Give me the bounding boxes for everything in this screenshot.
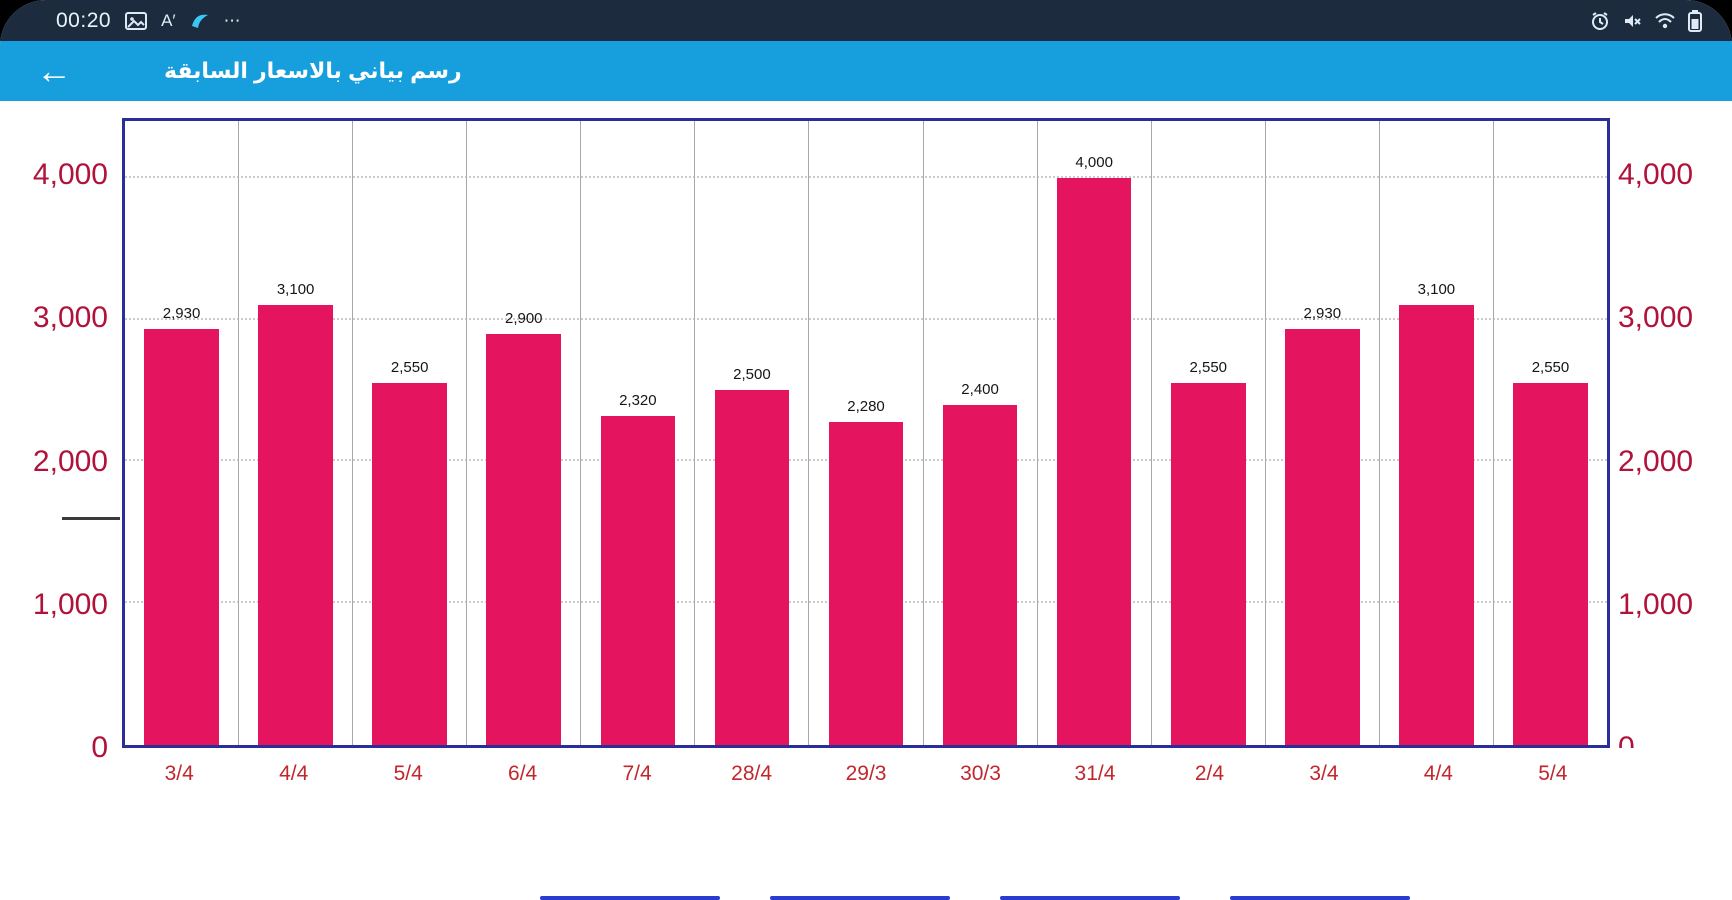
x-tick-label: 6/4 (508, 762, 538, 785)
x-tick-label: 7/4 (622, 762, 652, 785)
y-tick-right: 4,000 (1618, 158, 1694, 192)
y-tick-left: 1,000 (32, 587, 108, 621)
bar-value-label: 2,550 (1189, 359, 1228, 377)
bar-column: 2,500 (695, 121, 810, 745)
bottom-divider-row (0, 895, 1732, 900)
bar-column: 2,550 (1494, 121, 1607, 745)
bar-value-label: 2,400 (961, 380, 999, 398)
bar (828, 421, 904, 745)
bar (258, 305, 333, 745)
y-tick-left: 3,000 (32, 301, 108, 335)
bottom-divider-segment (1230, 896, 1410, 900)
bar-column: 2,320 (581, 121, 696, 745)
bar (372, 383, 447, 745)
bar (942, 404, 1018, 745)
y-tick-right: 0 (1618, 731, 1635, 748)
y-tick-left: 0 (91, 731, 108, 764)
axis-tick-artifact (62, 517, 120, 520)
chart-area: 0 1,000 2,000 3,000 4,000 0 1,000 2,000 3,000 4,… (0, 101, 1732, 900)
bar (486, 333, 562, 745)
bar-column: 2,280 (809, 121, 924, 745)
h-gridline (125, 317, 1607, 320)
y-axis-right: 0 1,000 2,000 3,000 4,000 (1616, 118, 1728, 748)
bar (1285, 329, 1360, 745)
bar-column: 2,550 (353, 121, 468, 745)
y-tick-right: 1,000 (1618, 587, 1694, 621)
y-tick-right: 2,000 (1618, 444, 1694, 478)
x-tick-label: 2/4 (1194, 762, 1225, 785)
mute-icon (1622, 11, 1642, 31)
bar-value-label: 2,280 (847, 397, 885, 415)
bar (1056, 177, 1132, 745)
bar (600, 415, 676, 745)
image-notification-icon (125, 11, 148, 30)
x-tick-label: 29/3 (845, 762, 887, 785)
bar (1513, 383, 1588, 745)
bar (714, 390, 790, 745)
bar-value-label: 4,000 (1075, 153, 1113, 171)
bar (1399, 305, 1474, 745)
bar-column: 4,000 (1038, 121, 1152, 745)
bar-value-label: 2,900 (504, 309, 543, 327)
bar-value-label: 2,500 (733, 366, 771, 384)
plot-area: 2,930 3,100 2,550 2,900 2,320 2,500 2,280 2,400… (122, 118, 1610, 748)
x-tick-label: 28/4 (731, 762, 773, 785)
bottom-divider-segment (1000, 896, 1180, 900)
bar-column: 2,930 (1266, 121, 1380, 745)
page-title: رسم بياني بالاسعار السابقة (164, 58, 462, 83)
bar-value-label: 3,100 (1417, 281, 1456, 299)
status-bar: 00:20 A′ ⋯ (0, 0, 1732, 41)
plot-columns: 2,930 3,100 2,550 2,900 2,320 2,500 2,280 2,400… (125, 121, 1607, 745)
battery-icon (1688, 9, 1702, 32)
bar-column: 2,400 (924, 121, 1038, 745)
x-tick-label: 31/4 (1074, 762, 1116, 785)
bar-column: 3,100 (239, 121, 354, 745)
more-notifications-icon: ⋯ (223, 10, 241, 30)
status-bar-right (1590, 9, 1702, 32)
x-tick-label: 5/4 (393, 762, 423, 785)
font-size-icon: A′ (161, 10, 176, 30)
y-tick-left: 2,000 (32, 444, 108, 478)
bar-column: 2,900 (467, 121, 582, 745)
bar-value-label: 2,930 (162, 305, 201, 323)
bar-column: 2,550 (1152, 121, 1266, 745)
app-notification-icon (190, 12, 210, 30)
back-button[interactable]: ← (36, 50, 72, 91)
bottom-divider-segment (540, 896, 720, 900)
x-tick-label: 4/4 (279, 762, 309, 785)
x-tick-label: 3/4 (164, 762, 194, 785)
x-tick-label: 30/3 (960, 762, 1001, 785)
y-axis-left: 0 1,000 2,000 3,000 4,000 (0, 118, 114, 764)
bar-value-label: 2,930 (1303, 305, 1342, 323)
status-bar-left: 00:20 A′ ⋯ (56, 9, 241, 33)
bar-value-label: 2,320 (619, 391, 657, 409)
clock-text: 00:20 (56, 8, 112, 32)
bar-value-label: 2,550 (390, 359, 429, 377)
y-tick-left: 4,000 (32, 158, 108, 192)
bar-column: 3,100 (1380, 121, 1494, 745)
x-tick-label: 4/4 (1423, 762, 1453, 785)
app-header: ← رسم بياني بالاسعار السابقة (0, 41, 1732, 101)
alarm-icon (1590, 11, 1610, 31)
x-tick-label: 3/4 (1309, 762, 1339, 785)
h-gridline (125, 175, 1607, 178)
wifi-icon (1654, 12, 1676, 30)
y-tick-right: 3,000 (1618, 301, 1694, 335)
bar-column: 2,930 (125, 121, 240, 745)
bar (1170, 383, 1246, 745)
bar-value-label: 3,100 (276, 281, 315, 299)
bar (144, 329, 219, 745)
x-axis: 3/4 4/4 5/4 6/4 7/4 28/4 29/3 30/3 31/4 2/4 3/4 4/4… (122, 754, 1610, 786)
bar-value-label: 2,550 (1531, 359, 1570, 377)
x-tick-label: 5/4 (1538, 762, 1568, 785)
bottom-divider-segment (770, 896, 950, 900)
